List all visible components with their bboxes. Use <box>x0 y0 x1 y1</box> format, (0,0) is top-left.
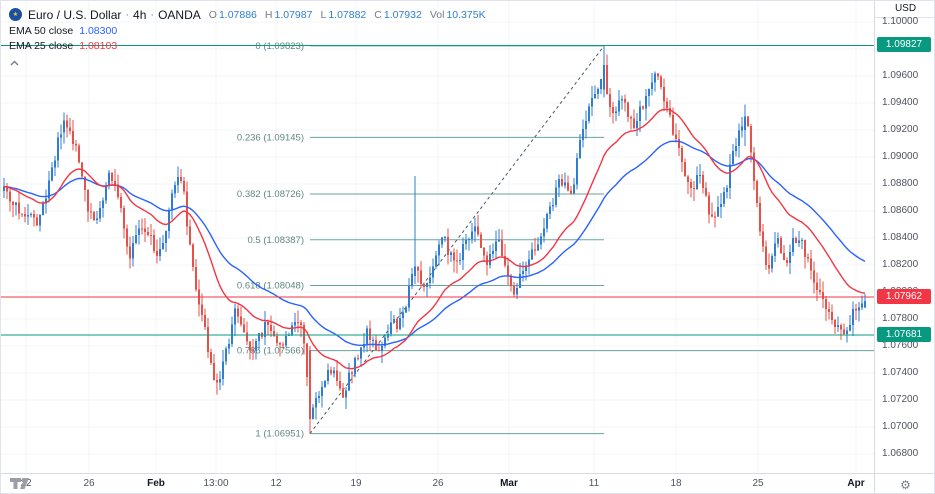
currency-label: USD <box>875 1 934 18</box>
svg-text:0.5 (1.08387): 0.5 (1.08387) <box>247 235 304 246</box>
time-axis-tick: Feb <box>147 478 165 489</box>
volume-label: Vol <box>429 8 445 21</box>
time-axis-tick: 13:00 <box>203 478 229 489</box>
price-axis-tick: 1.09200 <box>882 124 919 135</box>
ohlc-open-label: O <box>208 8 217 21</box>
indicator-row-ema25[interactable]: EMA 25 close 1.08103 <box>9 38 486 53</box>
price-axis-tick: 1.08600 <box>882 205 919 216</box>
axis-corner: ⚙ <box>875 473 934 493</box>
price-axis-tick: 1.08800 <box>882 178 919 189</box>
axis-settings-gear-icon[interactable]: ⚙ <box>900 478 911 492</box>
chart-canvas[interactable]: 0 (1.09823) 0.236 (1.09145) 0.382 (1.08726… <box>1 1 874 473</box>
price-axis-tick: 1.07400 <box>882 367 919 378</box>
ema25-value: 1.08103 <box>79 39 118 52</box>
price-axis-tick: 1.07000 <box>882 421 919 432</box>
price-axis-tick: 1.09000 <box>882 151 919 162</box>
ohlc-open-value: 1.07886 <box>218 8 257 21</box>
svg-text:0.382 (1.08726): 0.382 (1.08726) <box>237 189 304 200</box>
price-axis-tick: 1.09400 <box>882 97 919 108</box>
ohlc-close-label: C <box>374 8 382 21</box>
time-axis-tick: Mar <box>500 478 518 489</box>
price-axis-tick: 1.10000 <box>882 16 919 27</box>
flag-star-glyph: ★ <box>12 11 19 18</box>
svg-text:0.786 (1.07566): 0.786 (1.07566) <box>237 346 304 357</box>
ohlc-high-label: H <box>264 8 273 21</box>
interval-label[interactable]: 4h <box>133 7 147 22</box>
ohlc-high-value: 1.07987 <box>274 8 313 21</box>
exchange-label[interactable]: OANDA <box>158 7 201 22</box>
time-axis-tick: 12 <box>270 478 282 489</box>
symbol-title[interactable]: Euro / U.S. Dollar <box>28 7 122 22</box>
time-axis-tick: 18 <box>670 478 682 489</box>
price-line-label[interactable]: 1.07681 <box>877 327 931 343</box>
time-axis-tick: 11 <box>588 478 600 489</box>
indicator-row-ema50[interactable]: EMA 50 close 1.08300 <box>9 23 486 38</box>
svg-text:0 (1.09823): 0 (1.09823) <box>255 41 304 52</box>
time-axis-tick: 26 <box>83 478 95 489</box>
legend-collapse-chevron-icon[interactable] <box>9 56 23 68</box>
price-line-label[interactable]: 1.07962 <box>877 289 931 305</box>
price-axis-tick: 1.07800 <box>882 313 919 324</box>
ohlc-close-value: 1.07932 <box>383 8 422 21</box>
price-axis-tick: 1.07600 <box>882 340 919 351</box>
ohlc-low-label: L <box>320 8 327 21</box>
ohlc-low-value: 1.07882 <box>328 8 367 21</box>
symbol-info-row[interactable]: ★ Euro / U.S. Dollar · 4h · OANDA O 1.07… <box>9 6 486 23</box>
ema50-value: 1.08300 <box>79 24 118 37</box>
time-axis-tick: Apr <box>847 478 865 489</box>
price-axis-tick: 1.08200 <box>882 259 919 270</box>
price-axis-tick: 1.08400 <box>882 232 919 243</box>
svg-text:1 (1.06951): 1 (1.06951) <box>255 429 304 440</box>
time-axis-tick: 26 <box>432 478 444 489</box>
time-axis-tick: 19 <box>350 478 362 489</box>
price-axis[interactable]: USD 1.06800 1.07000 1.07200 1.07400 1.07600 1… <box>874 1 934 493</box>
price-axis-tick: 1.07200 <box>882 394 919 405</box>
separator-dot: · <box>150 8 155 21</box>
price-line-label[interactable]: 1.09827 <box>877 37 931 53</box>
svg-text:0.236 (1.09145): 0.236 (1.09145) <box>237 132 304 143</box>
separator-dot: · <box>125 8 130 21</box>
ema25-name: EMA 25 close <box>9 39 74 52</box>
volume-value: 10.375K <box>446 8 486 21</box>
svg-text:0.618 (1.08048): 0.618 (1.08048) <box>237 281 304 292</box>
price-axis-tick: 1.06800 <box>882 448 919 459</box>
eur-flag-icon: ★ <box>9 8 22 21</box>
chart-legend: ★ Euro / U.S. Dollar · 4h · OANDA O 1.07… <box>9 6 486 68</box>
ema50-name: EMA 50 close <box>9 24 74 37</box>
time-axis-tick: 25 <box>752 478 764 489</box>
price-axis-tick: 1.09600 <box>882 70 919 81</box>
tradingview-logo[interactable] <box>9 477 30 490</box>
